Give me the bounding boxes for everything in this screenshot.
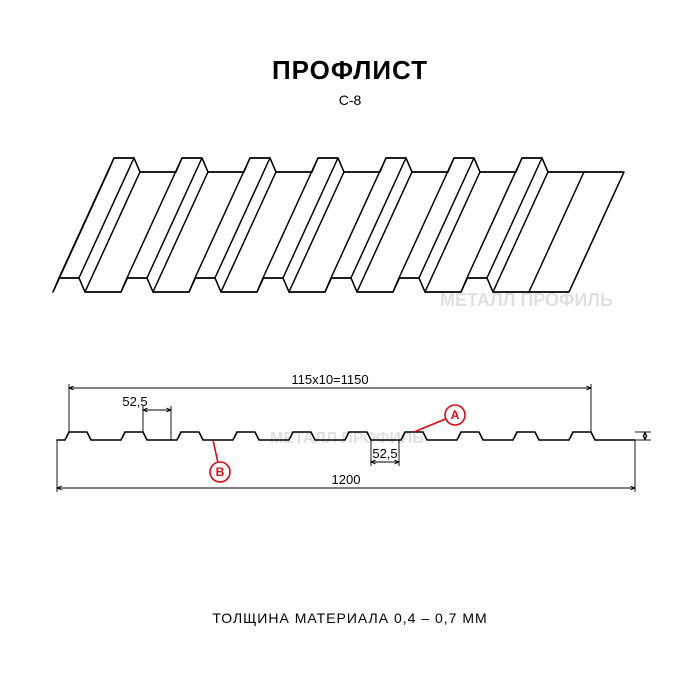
svg-text:1200: 1200 [332, 472, 361, 487]
svg-text:A: A [451, 408, 460, 422]
page-title: ПРОФЛИСТ [0, 55, 700, 86]
watermark: МЕТАЛЛ ПРОФИЛЬ [440, 290, 613, 311]
iso-diagram [45, 130, 655, 310]
watermark: МЕТАЛЛ ПРОФИЛЬ [270, 430, 424, 448]
svg-text:B: B [216, 465, 225, 479]
svg-text:115х10=1150: 115х10=1150 [291, 372, 368, 387]
page-subtitle: C-8 [0, 92, 700, 108]
footer-text: ТОЛЩИНА МАТЕРИАЛА 0,4 – 0,7 ММ [0, 610, 700, 626]
svg-text:52,5: 52,5 [122, 394, 147, 409]
svg-text:52,5: 52,5 [372, 446, 397, 461]
